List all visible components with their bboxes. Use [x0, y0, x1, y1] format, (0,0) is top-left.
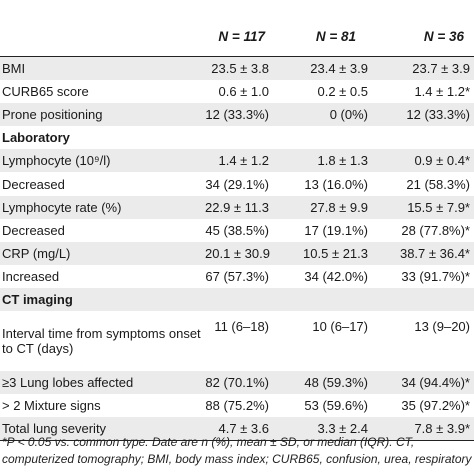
- cell-severe: 0.9 ± 0.4*: [388, 149, 474, 173]
- cell-severe: 35 (97.2%)*: [388, 394, 474, 418]
- row-label: Increased: [0, 264, 205, 288]
- table-footnote: *P < 0.05 vs. common type. Date are n (%…: [2, 435, 472, 466]
- cell-common: 48 (59.3%): [293, 371, 388, 395]
- cell-total: 22.9 ± 11.3: [205, 195, 293, 219]
- cell-total: 1.4 ± 1.2: [205, 149, 293, 173]
- cell-common: 0 (0%): [293, 103, 388, 127]
- row-label: BMI: [0, 56, 205, 81]
- cell-severe: 23.7 ± 3.9: [388, 56, 474, 81]
- cell-severe: 7.8 ± 3.9*: [388, 417, 474, 442]
- cell-common: 27.8 ± 9.9: [293, 195, 388, 219]
- cell-common: 1.8 ± 1.3: [293, 149, 388, 173]
- cell-common: 17 (19.1%): [293, 218, 388, 242]
- cell-common: 10.5 ± 21.3: [293, 241, 388, 265]
- row-label: Lymphocyte rate (%): [0, 195, 205, 219]
- header-total-n: N = 117: [205, 0, 293, 57]
- table-row-prone: Prone positioning 12 (33.3%) 0 (0%) 12 (…: [0, 103, 474, 127]
- cell-total: 0.6 ± 1.0: [205, 80, 293, 104]
- header-empty: [0, 0, 205, 57]
- header-severe-n: N = 36: [388, 0, 474, 57]
- table-row-curb65: CURB65 score 0.6 ± 1.0 0.2 ± 0.5 1.4 ± 1…: [0, 80, 474, 104]
- row-label: Interval time from symptoms onset to CT …: [0, 311, 205, 372]
- cell-total: 12 (33.3%): [205, 103, 293, 127]
- row-label: > 2 Mixture signs: [0, 394, 205, 418]
- cell-severe: 28 (77.8%)*: [388, 218, 474, 242]
- table-row-lymphocyte-rate: Lymphocyte rate (%) 22.9 ± 11.3 27.8 ± 9…: [0, 195, 474, 219]
- cell-severe: 1.4 ± 1.2*: [388, 80, 474, 104]
- cell-total: 67 (57.3%): [205, 264, 293, 288]
- cell-common: 53 (59.6%): [293, 394, 388, 418]
- cell-severe: 34 (94.4%)*: [388, 371, 474, 395]
- table-row-crp-increased: Increased 67 (57.3%) 34 (42.0%) 33 (91.7…: [0, 264, 474, 288]
- table-row-lymphocyte-decreased: Decreased 34 (29.1%) 13 (16.0%) 21 (58.3…: [0, 172, 474, 196]
- table-row-total-lung-severity: Total lung severity 4.7 ± 3.6 3.3 ± 2.4 …: [0, 417, 474, 442]
- cell-total: 11 (6–18): [205, 311, 293, 372]
- cell-total: 4.7 ± 3.6: [205, 417, 293, 442]
- cell-severe: 21 (58.3%): [388, 172, 474, 196]
- characteristics-table: N = 117 N = 81 N = 36 BMI 23.5 ± 3.8 23.…: [0, 0, 474, 442]
- cell-severe: 15.5 ± 7.9*: [388, 195, 474, 219]
- row-label: Prone positioning: [0, 103, 205, 127]
- cell-common: 23.4 ± 3.9: [293, 56, 388, 81]
- cell-common: 13 (16.0%): [293, 172, 388, 196]
- table-row-bmi: BMI 23.5 ± 3.8 23.4 ± 3.9 23.7 ± 3.9: [0, 56, 474, 81]
- cell-total: 88 (75.2%): [205, 394, 293, 418]
- cell-total: 45 (38.5%): [205, 218, 293, 242]
- row-label: Total lung severity: [0, 417, 205, 442]
- cell-total: 23.5 ± 3.8: [205, 56, 293, 81]
- cell-severe: 12 (33.3%): [388, 103, 474, 127]
- cell-common: 0.2 ± 0.5: [293, 80, 388, 104]
- row-label: CRP (mg/L): [0, 241, 205, 265]
- cell-common: 34 (42.0%): [293, 264, 388, 288]
- row-label: Decreased: [0, 218, 205, 242]
- section-heading: CT imaging: [0, 287, 474, 312]
- row-label: Decreased: [0, 172, 205, 196]
- row-label: Lymphocyte (10⁹/l): [0, 149, 205, 173]
- row-label: CURB65 score: [0, 80, 205, 104]
- table-header-row: N = 117 N = 81 N = 36: [0, 0, 474, 57]
- cell-severe: 38.7 ± 36.4*: [388, 241, 474, 265]
- table-row-lymphocyte-rate-decreased: Decreased 45 (38.5%) 17 (19.1%) 28 (77.8…: [0, 218, 474, 242]
- cell-common: 10 (6–17): [293, 311, 388, 372]
- row-label: ≥3 Lung lobes affected: [0, 371, 205, 395]
- table-row-lymphocyte: Lymphocyte (10⁹/l) 1.4 ± 1.2 1.8 ± 1.3 0…: [0, 149, 474, 173]
- section-heading: Laboratory: [0, 126, 474, 150]
- header-common-n: N = 81: [293, 0, 388, 57]
- table-row-crp: CRP (mg/L) 20.1 ± 30.9 10.5 ± 21.3 38.7 …: [0, 241, 474, 265]
- cell-total: 82 (70.1%): [205, 371, 293, 395]
- cell-total: 34 (29.1%): [205, 172, 293, 196]
- cell-severe: 13 (9–20): [388, 311, 474, 372]
- table-row-mixture-signs: > 2 Mixture signs 88 (75.2%) 53 (59.6%) …: [0, 394, 474, 418]
- cell-common: 3.3 ± 2.4: [293, 417, 388, 442]
- cell-severe: 33 (91.7%)*: [388, 264, 474, 288]
- section-row-laboratory: Laboratory: [0, 126, 474, 150]
- table-row-lung-lobes: ≥3 Lung lobes affected 82 (70.1%) 48 (59…: [0, 371, 474, 395]
- table-row-interval-time: Interval time from symptoms onset to CT …: [0, 311, 474, 372]
- cell-total: 20.1 ± 30.9: [205, 241, 293, 265]
- section-row-ct-imaging: CT imaging: [0, 287, 474, 312]
